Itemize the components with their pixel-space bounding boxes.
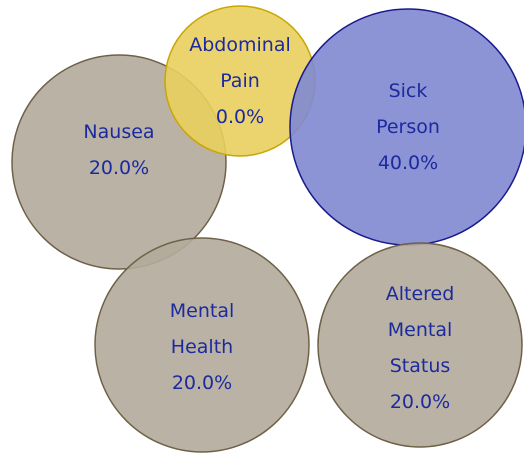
bubble-label: Altered Mental Status 20.0% [330, 278, 510, 418]
label-box: Nausea 20.0% [29, 80, 209, 220]
value-label: 20.0% [88, 157, 150, 179]
label-box: Altered Mental Status 20.0% [330, 278, 510, 418]
value-label: 20.0% [171, 372, 233, 394]
category-label: Abdominal Pain [189, 34, 291, 92]
category-label: Sick Person [376, 80, 440, 138]
label-box: Mental Health 20.0% [112, 277, 292, 417]
label-box: Abdominal Pain 0.0% [150, 11, 330, 151]
category-label: Altered Mental Status [385, 283, 455, 377]
bubble [94, 237, 310, 453]
label-box: Sick Person 40.0% [318, 57, 498, 197]
bubble [317, 242, 523, 448]
bubble-label: Sick Person 40.0% [318, 57, 498, 197]
category-label: Mental Health [169, 300, 235, 358]
value-label: 40.0% [377, 152, 439, 174]
bubble-label: Mental Health 20.0% [112, 277, 292, 417]
value-label: 20.0% [389, 391, 451, 413]
bubble-label: Abdominal Pain 0.0% [150, 11, 330, 151]
bubble-label: Nausea 20.0% [29, 80, 209, 220]
value-label: 0.0% [215, 106, 265, 128]
category-label: Nausea [83, 121, 155, 143]
